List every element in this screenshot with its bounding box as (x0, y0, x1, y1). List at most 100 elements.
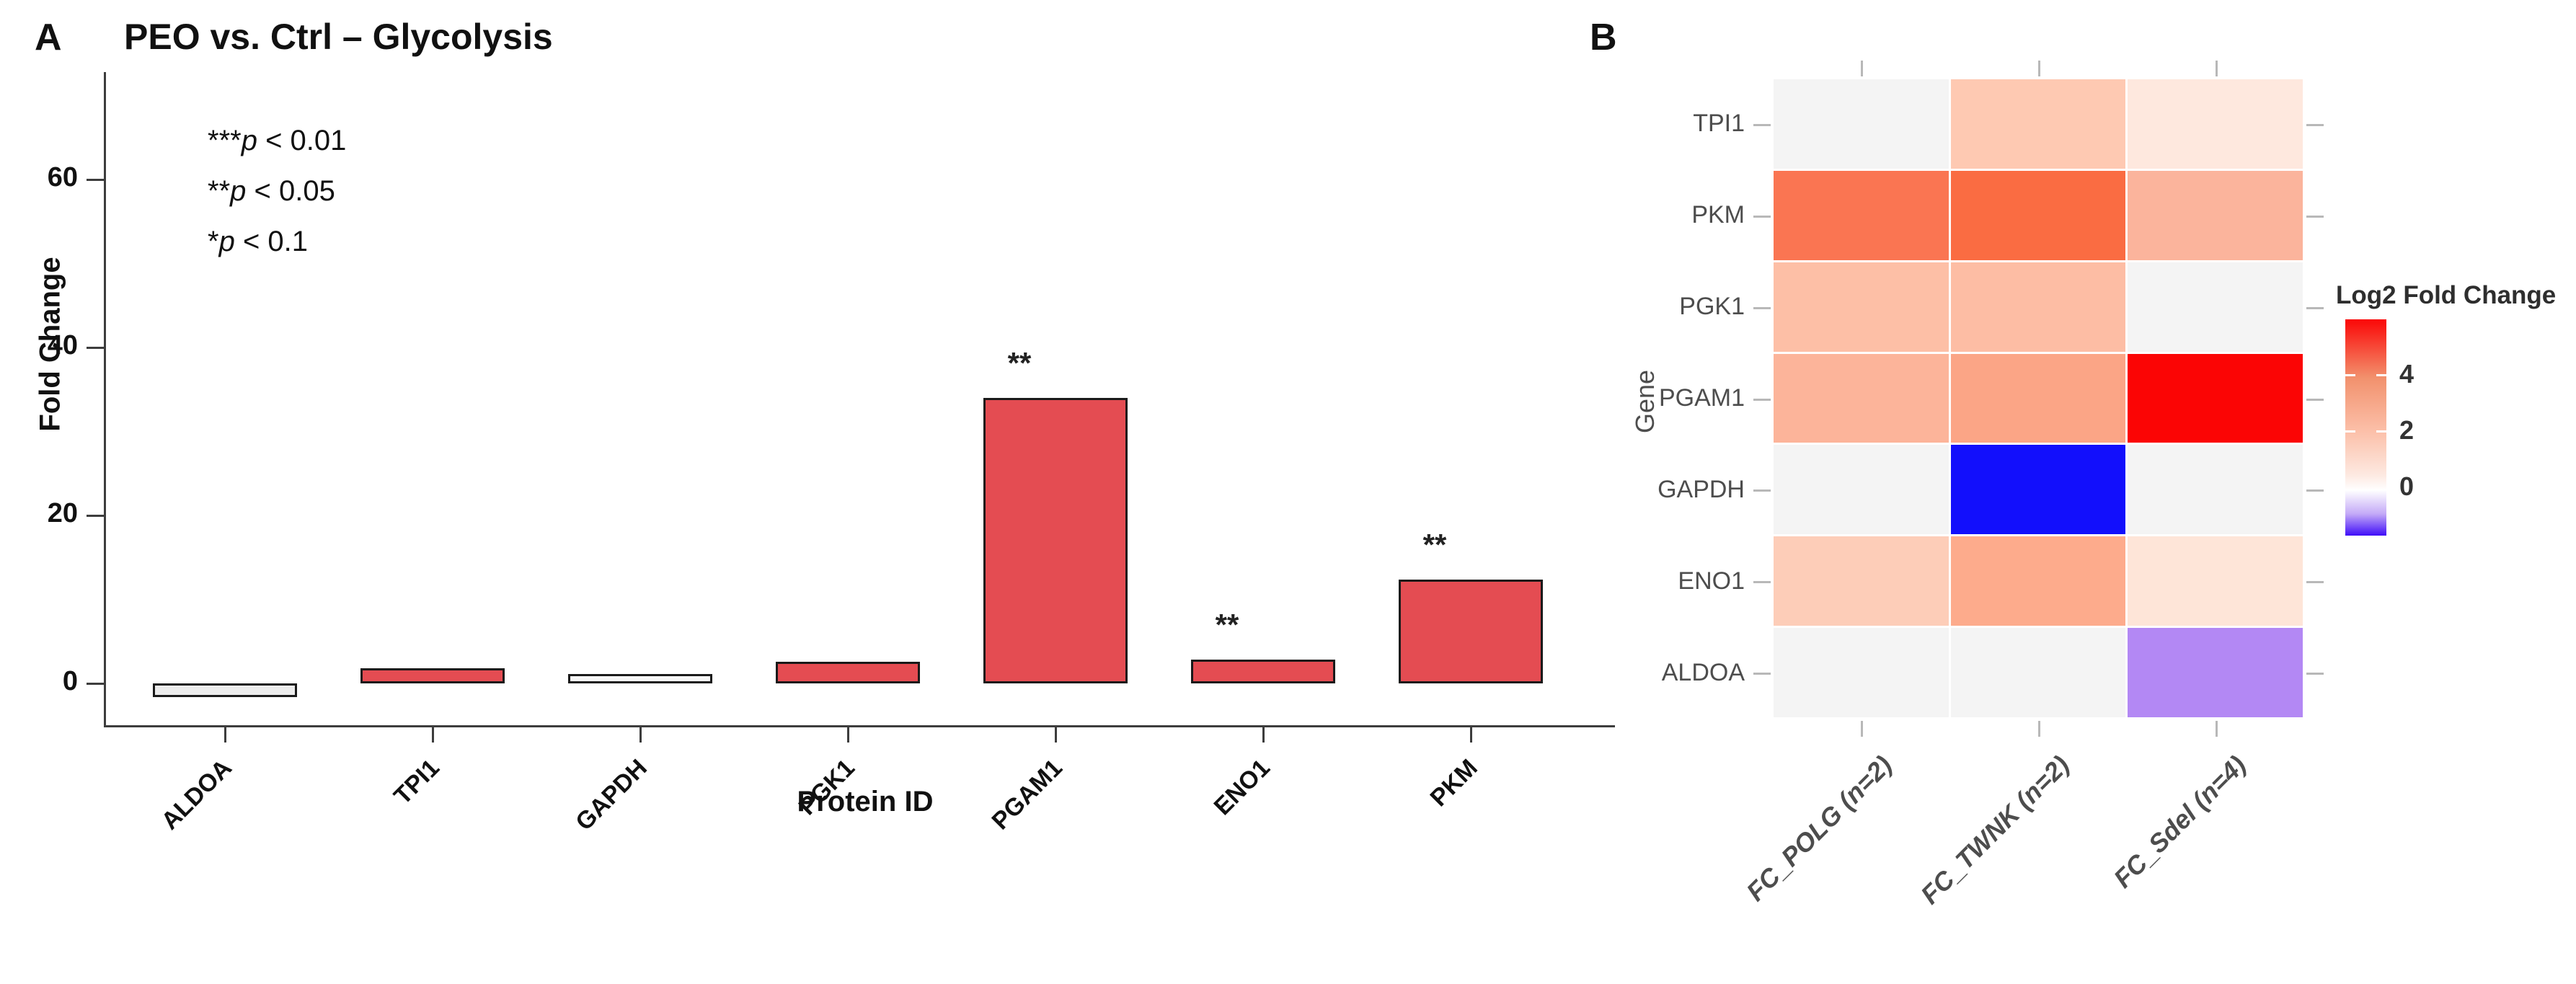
panel-a-x-tick-label-gapdh: GAPDH (570, 754, 652, 836)
panel-a-x-tick-label-eno1: ENO1 (1208, 754, 1275, 821)
heatmap-cell-pgam1-3 (2128, 353, 2303, 443)
significance-key-line: **p < 0.05 (208, 175, 335, 207)
heatmap-cell-eno1-2 (1950, 536, 2126, 626)
heatmap-cell-aldoa-1 (1774, 628, 1949, 718)
heatmap-left-tick (1753, 215, 1771, 218)
legend-title: Log2 Fold Change (2336, 281, 2557, 309)
bar-pgam1 (983, 397, 1128, 683)
heatmap-cell-gapdh-2 (1950, 445, 2126, 535)
heatmap-cell-eno1-1 (1774, 536, 1949, 626)
bar-tpi1 (360, 668, 505, 683)
heatmap-row-label-pgam1: PGAM1 (1658, 384, 1745, 412)
heatmap-row-label-pgk1: PGK1 (1679, 293, 1745, 321)
legend-tick-dash (2376, 430, 2386, 433)
bar-eno1 (1191, 660, 1335, 683)
heatmap-top-tick (1861, 61, 1864, 76)
panel-a-x-tick (223, 725, 226, 743)
panel-b-label: B (1590, 17, 1617, 58)
heatmap-left-tick (1753, 306, 1771, 309)
legend-tick-label-2: 2 (2399, 415, 2415, 445)
heatmap-cell-pkm-1 (1774, 170, 1949, 260)
panel-a-title: PEO vs. Ctrl – Glycolysis (124, 17, 553, 57)
heatmap-bottom-tick (2215, 721, 2218, 737)
heatmap-right-tick (2306, 581, 2324, 584)
heatmap-cell-pgk1-1 (1774, 262, 1949, 352)
panel-a-y-tick-label: 20 (47, 498, 78, 528)
panel-a-y-tick (87, 514, 104, 517)
heatmap-top-tick (2038, 61, 2041, 76)
heatmap-cell-pkm-3 (2128, 170, 2303, 260)
heatmap-bottom-tick (1861, 721, 1864, 737)
heatmap-right-tick (2306, 306, 2324, 309)
panel-a-x-tick (846, 725, 849, 743)
heatmap-cell-eno1-3 (2128, 536, 2303, 626)
heatmap-cell-tpi1-2 (1950, 79, 2126, 169)
heatmap-left-tick (1753, 123, 1771, 126)
bar-pgk1 (776, 661, 920, 683)
significance-stars-eno1: ** (1215, 608, 1239, 642)
heatmap-cell-tpi1-1 (1774, 79, 1949, 169)
legend-tick-dash (2345, 430, 2355, 433)
legend-tick-dash (2376, 374, 2386, 377)
significance-key: ***p < 0.01 **p < 0.05 *p < 0.1 (208, 115, 346, 267)
panel-a-x-tick-label-pgam1: PGAM1 (986, 754, 1068, 835)
heatmap-row-label-eno1: ENO1 (1678, 567, 1745, 595)
heatmap-cell-pgam1-2 (1950, 353, 2126, 443)
heatmap-cell-pgk1-3 (2128, 262, 2303, 352)
heatmap-right-tick (2306, 398, 2324, 401)
heatmap-right-tick (2306, 215, 2324, 218)
bar-pkm (1399, 579, 1543, 683)
heatmap-row-label-aldoa: ALDOA (1661, 658, 1745, 686)
heatmap-left-tick (1753, 673, 1771, 675)
heatmap-row-label-tpi1: TPI1 (1693, 110, 1745, 138)
heatmap-cell-aldoa-2 (1950, 628, 2126, 718)
panel-a-x-axis-title: Protein ID (797, 786, 934, 817)
significance-key-line: ***p < 0.01 (208, 125, 347, 156)
panel-a-y-tick-label: 60 (47, 162, 78, 192)
heatmap-cell-pgam1-1 (1774, 353, 1949, 443)
legend-tick-dash (2345, 374, 2355, 377)
heatmap-cell-pgk1-2 (1950, 262, 2126, 352)
panel-a-y-tick-label: 0 (62, 666, 78, 696)
panel-a-x-tick-label-pkm: PKM (1425, 754, 1483, 812)
legend-tick-label-0: 0 (2399, 471, 2415, 501)
panel-a-x-tick (431, 725, 434, 743)
heatmap-left-tick (1753, 581, 1771, 584)
panel-a-y-tick-label: 40 (47, 330, 78, 360)
heatmap-left-tick (1753, 489, 1771, 492)
panel-a-x-tick-label-pgk1: PGK1 (793, 754, 860, 821)
panel-a-y-axis-line (104, 72, 106, 727)
legend-tick-label-4: 4 (2399, 358, 2415, 389)
heatmap-cell-aldoa-3 (2128, 628, 2303, 718)
heatmap-top-tick (2215, 61, 2218, 76)
heatmap-left-tick (1753, 398, 1771, 401)
heatmap-cell-pkm-2 (1950, 170, 2126, 260)
heatmap-right-tick (2306, 489, 2324, 492)
panel-a-x-tick (1469, 725, 1472, 743)
significance-key-line: *p < 0.1 (208, 226, 309, 257)
bar-aldoa (153, 683, 297, 697)
panel-a-x-tick (1054, 725, 1057, 743)
heatmap-bottom-tick (2038, 721, 2041, 737)
heatmap-right-tick (2306, 123, 2324, 126)
panel-a-y-tick (87, 682, 104, 685)
heatmap-cell-gapdh-1 (1774, 445, 1949, 535)
heatmap-cell-tpi1-3 (2128, 79, 2303, 169)
heatmap-row-label-pkm: PKM (1691, 201, 1745, 229)
bar-gapdh (568, 674, 712, 683)
heatmap-row-label-gapdh: GAPDH (1657, 475, 1745, 503)
panel-a-x-tick-label-tpi1: TPI1 (389, 754, 445, 810)
panel-a-y-tick (87, 178, 104, 181)
panel-a-x-tick (639, 725, 642, 743)
panel-a-x-tick (1262, 725, 1265, 743)
heatmap-cell-gapdh-3 (2128, 445, 2303, 535)
panel-a-x-tick-label-aldoa: ALDOA (156, 754, 237, 835)
legend-gradient-bar (2345, 319, 2386, 536)
panel-a-y-tick (87, 346, 104, 349)
significance-stars-pgam1: ** (1007, 345, 1032, 380)
panel-a-x-axis-line (104, 725, 1615, 727)
heatmap-right-tick (2306, 673, 2324, 675)
significance-stars-pkm: ** (1422, 527, 1447, 562)
panel-a-label: A (35, 17, 62, 58)
